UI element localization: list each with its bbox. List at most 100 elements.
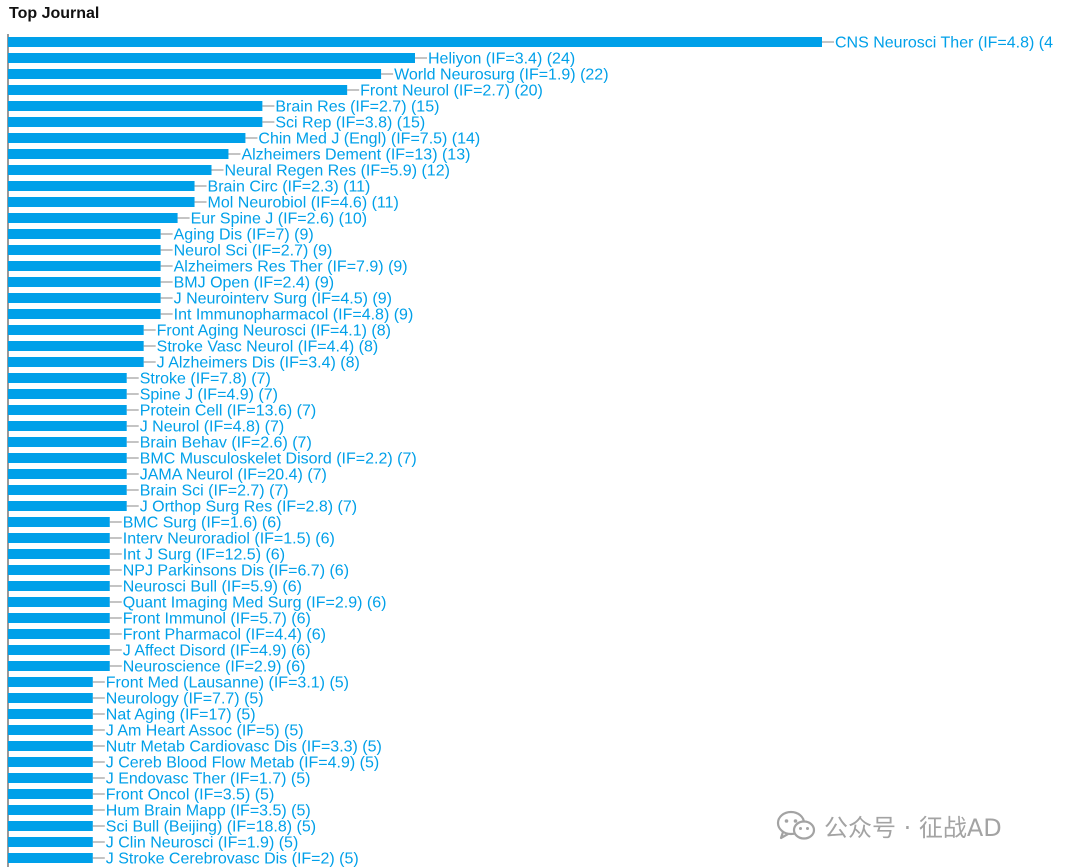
bar bbox=[8, 293, 161, 303]
bar bbox=[8, 581, 110, 591]
bar-label: Brain Sci (IF=2.7) (7) bbox=[140, 483, 289, 500]
bar bbox=[8, 741, 93, 751]
bar-label: Int J Surg (IF=12.5) (6) bbox=[123, 547, 285, 564]
bar-label: BMC Musculoskelet Disord (IF=2.2) (7) bbox=[140, 451, 417, 468]
bar bbox=[8, 453, 127, 463]
bar-label: J Cereb Blood Flow Metab (IF=4.9) (5) bbox=[106, 755, 379, 772]
bar-label: Alzheimers Dement (IF=13) (13) bbox=[241, 147, 470, 164]
bar-label: J Neurointerv Surg (IF=4.5) (9) bbox=[174, 291, 392, 308]
bar bbox=[8, 485, 127, 495]
bar-label: Front Aging Neurosci (IF=4.1) (8) bbox=[157, 323, 391, 340]
bar bbox=[8, 117, 263, 127]
bar-label: Front Neurol (IF=2.7) (20) bbox=[360, 83, 543, 100]
bar bbox=[8, 469, 127, 479]
bar-label: Spine J (IF=4.9) (7) bbox=[140, 387, 278, 404]
bar bbox=[8, 325, 144, 335]
bar bbox=[8, 133, 246, 143]
bar bbox=[8, 69, 382, 79]
bar-label: BMJ Open (IF=2.4) (9) bbox=[174, 275, 335, 292]
bar bbox=[8, 789, 93, 799]
bar-label: Protein Cell (IF=13.6) (7) bbox=[140, 403, 317, 420]
bar-label: Aging Dis (IF=7) (9) bbox=[174, 227, 314, 244]
bar bbox=[8, 693, 93, 703]
bar bbox=[8, 341, 144, 351]
bar bbox=[8, 629, 110, 639]
bar-label: J Affect Disord (IF=4.9) (6) bbox=[123, 643, 311, 660]
bar bbox=[8, 357, 144, 367]
bar bbox=[8, 501, 127, 511]
bar-label: Brain Behav (IF=2.6) (7) bbox=[140, 435, 312, 452]
bar bbox=[8, 101, 263, 111]
bar-label: Stroke (IF=7.8) (7) bbox=[140, 371, 271, 388]
bar bbox=[8, 533, 110, 543]
bar bbox=[8, 549, 110, 559]
bar-label: J Endovasc Ther (IF=1.7) (5) bbox=[106, 771, 311, 788]
bar-label: Neurology (IF=7.7) (5) bbox=[106, 691, 264, 708]
bar-label: J Am Heart Assoc (IF=5) (5) bbox=[106, 723, 304, 740]
bar-label: Neurol Sci (IF=2.7) (9) bbox=[174, 243, 333, 260]
bar-label: Hum Brain Mapp (IF=3.5) (5) bbox=[106, 803, 311, 820]
bar-label: Heliyon (IF=3.4) (24) bbox=[428, 51, 575, 68]
bar bbox=[8, 421, 127, 431]
bar bbox=[8, 821, 93, 831]
bar bbox=[8, 709, 93, 719]
bar bbox=[8, 613, 110, 623]
bar bbox=[8, 517, 110, 527]
bar-label: J Stroke Cerebrovasc Dis (IF=2) (5) bbox=[106, 851, 359, 867]
bar bbox=[8, 661, 110, 671]
bar-label: Nutr Metab Cardiovasc Dis (IF=3.3) (5) bbox=[106, 739, 382, 756]
bar bbox=[8, 725, 93, 735]
bar-label: Brain Res (IF=2.7) (15) bbox=[275, 99, 439, 116]
watermark: 公众号 · 征战AD bbox=[776, 808, 1002, 843]
bar bbox=[8, 805, 93, 815]
bar-label: Quant Imaging Med Surg (IF=2.9) (6) bbox=[123, 595, 387, 612]
bar-label: Eur Spine J (IF=2.6) (10) bbox=[191, 211, 368, 228]
bar bbox=[8, 245, 161, 255]
bar bbox=[8, 437, 127, 447]
bar-label: Front Oncol (IF=3.5) (5) bbox=[106, 787, 275, 804]
bar-label: Front Pharmacol (IF=4.4) (6) bbox=[123, 627, 326, 644]
bar-label: Front Immunol (IF=5.7) (6) bbox=[123, 611, 311, 628]
bar-label: J Orthop Surg Res (IF=2.8) (7) bbox=[140, 499, 357, 516]
bar bbox=[8, 309, 161, 319]
bar bbox=[8, 181, 195, 191]
bar bbox=[8, 213, 178, 223]
bar-label: Chin Med J (Engl) (IF=7.5) (14) bbox=[258, 131, 480, 148]
bar bbox=[8, 565, 110, 575]
bar-label: Nat Aging (IF=17) (5) bbox=[106, 707, 256, 724]
bar-label: J Neurol (IF=4.8) (7) bbox=[140, 419, 284, 436]
bar bbox=[8, 405, 127, 415]
bar-label: BMC Surg (IF=1.6) (6) bbox=[123, 515, 282, 532]
bar-label: Int Immunopharmacol (IF=4.8) (9) bbox=[174, 307, 414, 324]
bar-label: JAMA Neurol (IF=20.4) (7) bbox=[140, 467, 327, 484]
bar-label: Stroke Vasc Neurol (IF=4.4) (8) bbox=[157, 339, 379, 356]
bar bbox=[8, 149, 229, 159]
bar bbox=[8, 165, 212, 175]
bar-label: Front Med (Lausanne) (IF=3.1) (5) bbox=[106, 675, 349, 692]
bar bbox=[8, 229, 161, 239]
bar-label: Sci Bull (Beijing) (IF=18.8) (5) bbox=[106, 819, 316, 836]
bar-label: CNS Neurosci Ther (IF=4.8) (4 bbox=[835, 35, 1053, 52]
bar bbox=[8, 85, 348, 95]
bar bbox=[8, 389, 127, 399]
chart-title: Top Journal bbox=[9, 5, 100, 22]
bar bbox=[8, 757, 93, 767]
bar-label: World Neurosurg (IF=1.9) (22) bbox=[394, 67, 608, 84]
watermark-text: 公众号 · 征战AD bbox=[824, 814, 1002, 842]
bar-label: Neural Regen Res (IF=5.9) (12) bbox=[225, 163, 450, 180]
bar bbox=[8, 677, 93, 687]
bar-label: Neurosci Bull (IF=5.9) (6) bbox=[123, 579, 302, 596]
bar-label: Alzheimers Res Ther (IF=7.9) (9) bbox=[174, 259, 408, 276]
bar-label: NPJ Parkinsons Dis (IF=6.7) (6) bbox=[123, 563, 349, 580]
bar bbox=[8, 277, 161, 287]
bar bbox=[8, 853, 93, 863]
bar-label: Brain Circ (IF=2.3) (11) bbox=[208, 179, 371, 196]
bar-label: J Alzheimers Dis (IF=3.4) (8) bbox=[157, 355, 360, 372]
wechat-icon bbox=[776, 810, 816, 840]
bar bbox=[8, 645, 110, 655]
bar-label: Sci Rep (IF=3.8) (15) bbox=[275, 115, 425, 132]
bar bbox=[8, 773, 93, 783]
bar-label: Neuroscience (IF=2.9) (6) bbox=[123, 659, 306, 676]
bar bbox=[8, 373, 127, 383]
